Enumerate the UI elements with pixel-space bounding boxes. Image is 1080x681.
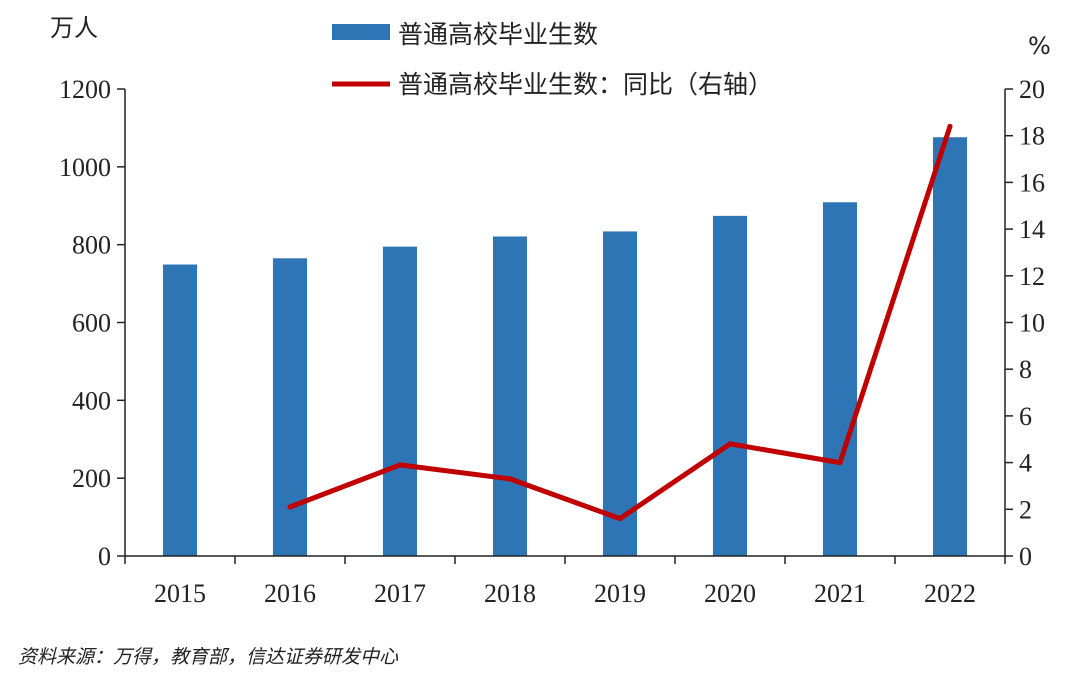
right-tick-label: 6 (1019, 402, 1032, 431)
x-tick-label-2019: 2019 (594, 579, 646, 608)
right-tick-label: 14 (1019, 215, 1045, 244)
yoy-point-2016 (287, 504, 293, 510)
x-tick-label-2020: 2020 (704, 579, 756, 608)
right-tick-label: 0 (1019, 542, 1032, 571)
bar-2021 (822, 202, 858, 556)
right-tick-label: 16 (1019, 168, 1045, 197)
x-tick-label-2021: 2021 (814, 579, 866, 608)
right-tick-label: 8 (1019, 355, 1032, 384)
bar-series (162, 137, 968, 557)
left-tick-label: 200 (72, 464, 111, 493)
left-tick-label: 1000 (59, 153, 111, 182)
right-tick-label: 2 (1019, 495, 1032, 524)
x-tick-label-2018: 2018 (484, 579, 536, 608)
left-tick-label: 600 (72, 309, 111, 338)
yoy-point-2017 (397, 462, 403, 468)
legend: 普通高校毕业生数 普通高校毕业生数：同比（右轴） (332, 20, 773, 99)
yoy-point-2018 (507, 476, 513, 482)
x-axis-ticks: 2015 2016 2017 2018 2019 2020 2021 2022 (124, 556, 1006, 608)
left-axis-unit: 万人 (50, 14, 98, 42)
bar-2015 (162, 264, 198, 556)
x-tick-label-2022: 2022 (924, 579, 976, 608)
left-tick-label: 0 (98, 542, 111, 571)
source-note: 资料来源：万得，教育部，信达证券研发中心 (18, 646, 399, 668)
right-axis-ticks: 0 2 4 6 8 10 12 14 16 18 20 (1005, 75, 1045, 571)
yoy-point-2020 (727, 441, 733, 447)
legend-swatch-bar (332, 24, 390, 40)
right-tick-label: 20 (1019, 75, 1045, 104)
legend-label-bar: 普通高校毕业生数 (398, 20, 598, 49)
bar-2016 (272, 258, 308, 556)
left-tick-label: 400 (72, 386, 111, 415)
yoy-point-2021 (837, 460, 843, 466)
x-tick-label-2016: 2016 (264, 579, 316, 608)
line-series (287, 123, 953, 522)
legend-label-line: 普通高校毕业生数：同比（右轴） (398, 70, 773, 99)
yoy-point-2022 (947, 123, 953, 129)
right-tick-label: 12 (1019, 262, 1045, 291)
left-axis-ticks: 0 200 400 600 800 1000 1200 (59, 75, 125, 571)
yoy-point-2019 (617, 516, 623, 522)
bar-2017 (382, 246, 418, 557)
bar-2018 (492, 236, 528, 556)
right-tick-label: 10 (1019, 309, 1045, 338)
right-tick-label: 4 (1019, 449, 1032, 478)
left-tick-label: 800 (72, 231, 111, 260)
left-tick-label: 1200 (59, 75, 111, 104)
right-tick-label: 18 (1019, 122, 1045, 151)
bar-2020 (712, 215, 748, 556)
x-tick-label-2017: 2017 (374, 579, 426, 608)
bar-2019 (602, 231, 638, 556)
x-tick-label-2015: 2015 (154, 579, 206, 608)
right-axis-unit: % (1028, 32, 1051, 60)
bar-2022 (932, 137, 968, 557)
